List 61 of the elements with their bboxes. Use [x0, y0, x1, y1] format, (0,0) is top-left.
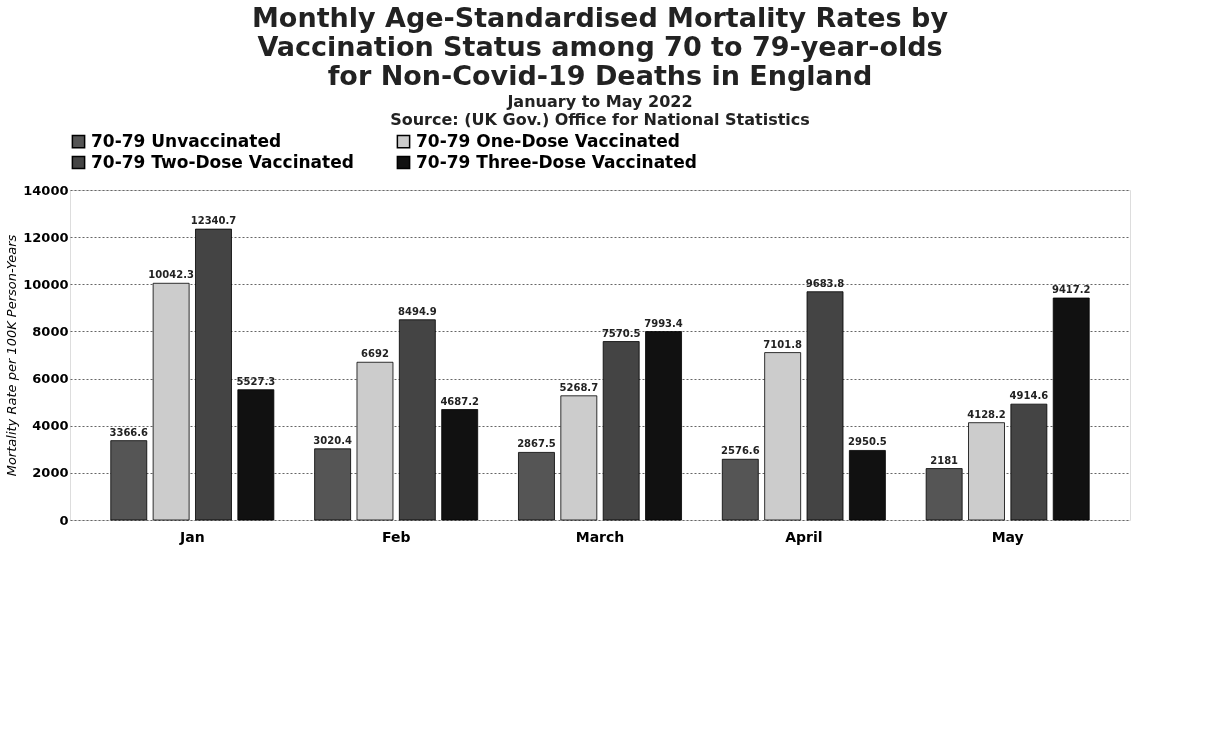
chart-subtitle: January to May 2022: [506, 92, 693, 111]
y-axis-title: Mortality Rate per 100K Person-Years: [4, 234, 20, 477]
x-tick-label: May: [991, 528, 1024, 545]
bar: [721, 458, 759, 521]
data-label: 9417.2: [1051, 284, 1091, 296]
bar: [1052, 297, 1090, 521]
bar: [110, 440, 148, 521]
source-note: Source: (UK Gov.) Office for National Statistics: [390, 110, 810, 129]
legend-label: 70-79 One-Dose Vaccinated: [416, 130, 680, 151]
data-label: 2181: [930, 454, 959, 466]
data-label: 9683.8: [805, 277, 845, 289]
y-tick-label: 6000: [32, 371, 69, 387]
bar: [602, 341, 640, 521]
bar: [1010, 403, 1048, 521]
data-label: 12340.7: [190, 215, 237, 227]
legend-label: 70-79 Unvaccinated: [91, 130, 282, 151]
x-tick-label: Jan: [179, 528, 205, 545]
data-label: 2576.6: [721, 445, 760, 457]
bar: [195, 228, 232, 521]
data-label: 8494.9: [398, 305, 437, 317]
data-label: 2867.5: [517, 438, 556, 450]
y-tick-label: 12000: [23, 229, 69, 245]
data-label: 7570.5: [601, 327, 641, 339]
bar: [398, 319, 436, 521]
x-tick-label: April: [785, 528, 823, 545]
text: Monthly Age-Standardised Mortality Rates by: [251, 2, 949, 33]
bar: [237, 389, 275, 521]
bar: [441, 409, 479, 521]
bar: [925, 468, 963, 521]
y-tick-label: 8000: [32, 323, 69, 339]
y-tick-label: 2000: [32, 465, 69, 481]
bar: [848, 450, 886, 521]
legend-label: 70-79 Two-Dose Vaccinated: [91, 151, 354, 172]
bar: [356, 361, 394, 521]
data-label: 2950.5: [848, 436, 887, 448]
data-label: 5527.3: [236, 375, 276, 387]
x-tick-label: March: [575, 528, 625, 545]
bar: [968, 422, 1005, 521]
legend-label: 70-79 Three-Dose Vaccinated: [416, 151, 697, 172]
bar: [314, 448, 352, 521]
bar: [645, 331, 682, 521]
bar: [560, 395, 598, 521]
y-tick-label: 14000: [23, 182, 69, 198]
data-label: 5268.7: [559, 381, 599, 393]
data-label: 10042.3: [148, 269, 194, 281]
bar: [764, 352, 802, 521]
bar: [806, 291, 844, 521]
bar: [518, 452, 555, 521]
y-tick-label: 10000: [23, 276, 69, 292]
data-label: 6692: [361, 348, 389, 360]
bar: [152, 282, 190, 521]
data-label: 4914.6: [1009, 390, 1049, 402]
x-tick-label: Feb: [381, 528, 411, 545]
data-label: 4128.2: [967, 408, 1006, 420]
data-label: 3366.6: [109, 426, 149, 438]
y-tick-label: 0: [59, 512, 69, 528]
y-tick-label: 4000: [32, 418, 69, 434]
data-label: 7101.8: [763, 338, 802, 350]
data-label: 7993.4: [644, 317, 683, 329]
data-label: 3020.4: [313, 434, 352, 446]
data-label: 4687.2: [440, 395, 480, 407]
